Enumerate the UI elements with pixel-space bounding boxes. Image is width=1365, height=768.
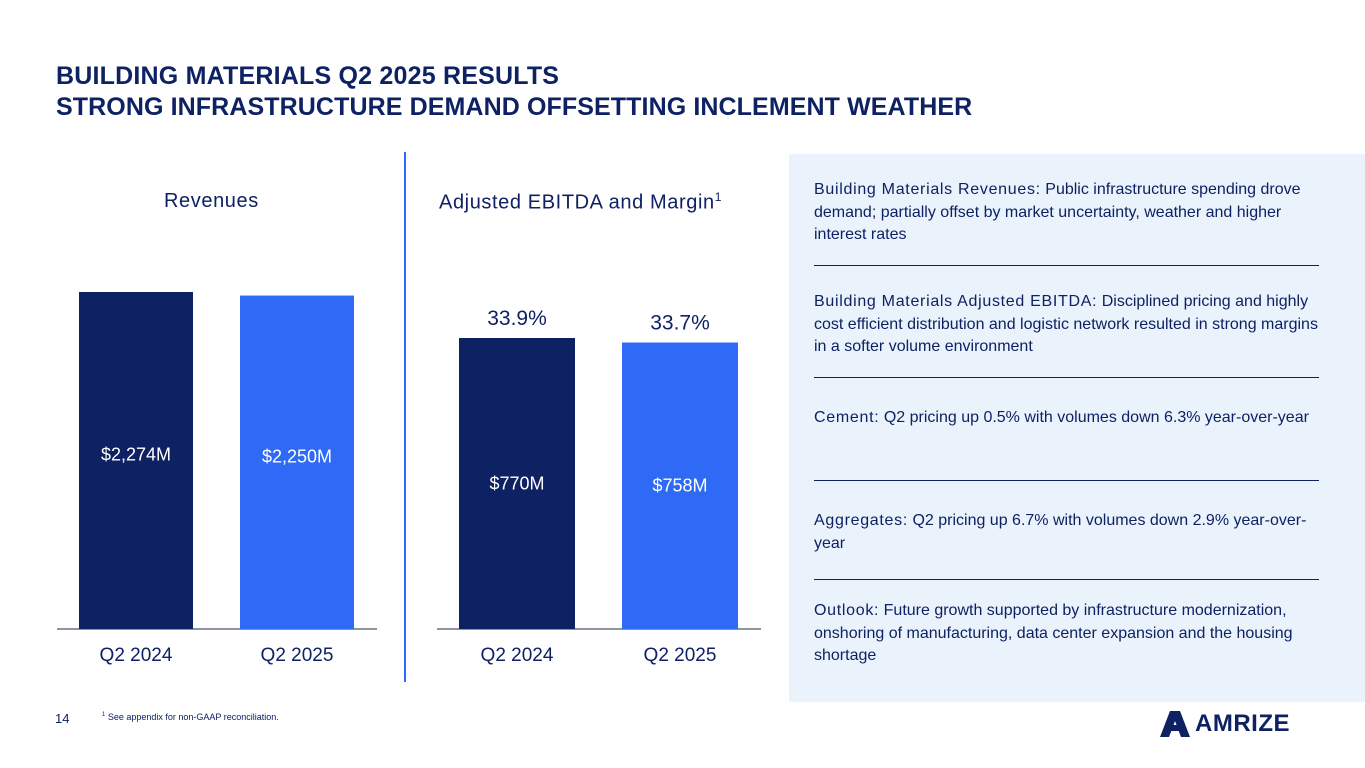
note-outlook: Outlook: Future growth supported by infr… — [814, 600, 1324, 668]
note-aggregates: Aggregates: Q2 pricing up 6.7% with volu… — [814, 510, 1324, 555]
page-title: BUILDING MATERIALS Q2 2025 RESULTS — [56, 62, 560, 90]
note-divider — [814, 377, 1319, 378]
note-divider — [814, 480, 1319, 481]
note-label: Outlook: — [814, 602, 880, 619]
bar-q2-2025 — [240, 295, 354, 629]
bar-q2-2024 — [459, 338, 575, 629]
note-label: Cement: — [814, 409, 880, 426]
footnote-marker: 1 — [102, 712, 106, 718]
commentary-panel: Building Materials Revenues: Public infr… — [789, 154, 1365, 702]
note-text: Q2 pricing up 6.7% with volumes down 2.9… — [814, 512, 1307, 552]
bar-value-label: $770M — [489, 473, 544, 493]
note-ebitda: Building Materials Adjusted EBITDA: Disc… — [814, 291, 1324, 359]
note-divider — [814, 579, 1319, 580]
bar-value-label: $2,274M — [101, 445, 171, 465]
footnote-text: See appendix for non-GAAP reconciliation… — [107, 712, 279, 722]
bar-value-label: $2,250M — [262, 446, 332, 466]
bar-q2-2025 — [622, 342, 738, 629]
note-cement: Cement: Q2 pricing up 0.5% with volumes … — [814, 407, 1324, 430]
x-tick-label: Q2 2025 — [261, 645, 334, 666]
footnote: 1 See appendix for non-GAAP reconciliati… — [102, 712, 279, 722]
x-tick-label: Q2 2024 — [100, 645, 173, 666]
note-label: Building Materials Adjusted EBITDA: — [814, 293, 1098, 310]
note-label: Aggregates: — [814, 512, 908, 529]
page-subtitle: STRONG INFRASTRUCTURE DEMAND OFFSETTING … — [56, 93, 973, 121]
x-tick-label: Q2 2024 — [481, 645, 554, 666]
ebitda-chart-title-text: Adjusted EBITDA and Margin — [439, 191, 715, 214]
note-label: Building Materials Revenues: — [814, 181, 1041, 198]
page-number: 14 — [55, 711, 70, 726]
amrize-logo-text: AMRIZE — [1195, 710, 1290, 737]
bar-value-label: $758M — [652, 475, 707, 495]
revenues-chart-title: Revenues — [164, 190, 259, 212]
margin-label: 33.7% — [650, 312, 710, 335]
margin-label: 33.9% — [487, 307, 547, 330]
x-tick-label: Q2 2025 — [644, 645, 717, 666]
ebitda-chart-title: Adjusted EBITDA and Margin1 — [439, 190, 722, 215]
bar-q2-2024 — [79, 292, 193, 629]
note-text: Q2 pricing up 0.5% with volumes down 6.3… — [883, 409, 1309, 426]
chart-divider — [404, 152, 406, 682]
amrize-logo-icon — [1160, 711, 1190, 737]
note-divider — [814, 265, 1319, 266]
amrize-logo: AMRIZE — [1160, 710, 1290, 738]
note-text: Disciplined pricing and highly cost effi… — [814, 293, 1318, 355]
note-revenues: Building Materials Revenues: Public infr… — [814, 179, 1324, 247]
ebitda-footnote-marker: 1 — [714, 190, 723, 204]
note-text: Public infrastructure spending drove dem… — [814, 181, 1301, 243]
note-text: Future growth supported by infrastructur… — [814, 602, 1293, 664]
